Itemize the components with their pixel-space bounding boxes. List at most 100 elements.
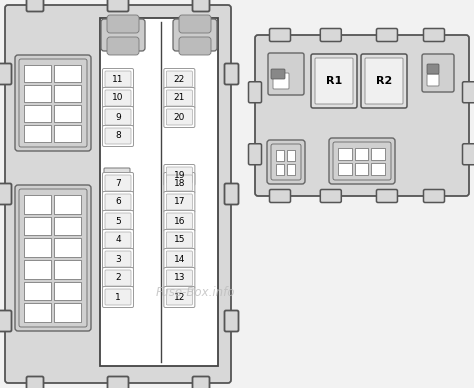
Text: 7: 7 xyxy=(115,178,121,187)
Text: 10: 10 xyxy=(112,94,124,102)
FancyBboxPatch shape xyxy=(105,232,131,248)
FancyBboxPatch shape xyxy=(102,192,134,213)
FancyBboxPatch shape xyxy=(164,106,195,128)
Text: 6: 6 xyxy=(115,197,121,206)
Bar xyxy=(338,148,352,160)
FancyBboxPatch shape xyxy=(105,128,131,144)
FancyBboxPatch shape xyxy=(271,69,285,79)
FancyBboxPatch shape xyxy=(19,59,87,147)
Bar xyxy=(24,85,51,102)
FancyBboxPatch shape xyxy=(104,168,130,185)
Text: 22: 22 xyxy=(174,74,185,83)
FancyBboxPatch shape xyxy=(108,376,128,388)
FancyBboxPatch shape xyxy=(271,144,301,180)
Text: 13: 13 xyxy=(173,274,185,282)
Bar xyxy=(24,105,51,122)
FancyBboxPatch shape xyxy=(102,229,134,251)
FancyBboxPatch shape xyxy=(164,88,195,109)
Bar xyxy=(338,163,352,175)
Bar xyxy=(24,65,51,82)
FancyBboxPatch shape xyxy=(463,144,474,165)
Bar xyxy=(24,195,51,214)
Bar xyxy=(24,260,51,279)
Text: R2: R2 xyxy=(376,76,392,86)
Bar xyxy=(355,163,368,175)
FancyBboxPatch shape xyxy=(102,106,134,128)
Bar xyxy=(54,85,81,102)
Bar xyxy=(371,163,385,175)
FancyBboxPatch shape xyxy=(320,28,341,42)
Text: 2: 2 xyxy=(115,274,121,282)
FancyBboxPatch shape xyxy=(105,289,131,305)
FancyBboxPatch shape xyxy=(225,184,238,204)
FancyBboxPatch shape xyxy=(0,310,11,331)
FancyBboxPatch shape xyxy=(0,184,11,204)
FancyBboxPatch shape xyxy=(166,109,192,125)
FancyBboxPatch shape xyxy=(166,232,192,248)
FancyBboxPatch shape xyxy=(427,64,439,74)
FancyBboxPatch shape xyxy=(108,0,128,12)
FancyBboxPatch shape xyxy=(164,248,195,270)
FancyBboxPatch shape xyxy=(315,58,353,104)
FancyBboxPatch shape xyxy=(105,90,131,106)
FancyBboxPatch shape xyxy=(268,53,304,95)
Text: 11: 11 xyxy=(112,74,124,83)
FancyBboxPatch shape xyxy=(225,310,238,331)
Text: 5: 5 xyxy=(115,217,121,225)
FancyBboxPatch shape xyxy=(423,28,445,42)
FancyBboxPatch shape xyxy=(101,19,145,51)
FancyBboxPatch shape xyxy=(15,55,91,151)
FancyBboxPatch shape xyxy=(192,0,210,12)
FancyBboxPatch shape xyxy=(164,165,195,185)
Text: 17: 17 xyxy=(173,197,185,206)
FancyBboxPatch shape xyxy=(19,189,87,327)
FancyBboxPatch shape xyxy=(164,192,195,213)
FancyBboxPatch shape xyxy=(107,15,139,33)
FancyBboxPatch shape xyxy=(102,88,134,109)
FancyBboxPatch shape xyxy=(173,19,217,51)
Bar xyxy=(24,125,51,142)
FancyBboxPatch shape xyxy=(427,74,439,86)
FancyBboxPatch shape xyxy=(105,251,131,267)
FancyBboxPatch shape xyxy=(179,15,211,33)
FancyBboxPatch shape xyxy=(105,109,131,125)
FancyBboxPatch shape xyxy=(248,82,262,103)
FancyBboxPatch shape xyxy=(225,64,238,85)
FancyBboxPatch shape xyxy=(105,270,131,286)
FancyBboxPatch shape xyxy=(27,376,44,388)
Text: Fuse-Box.info: Fuse-Box.info xyxy=(155,286,235,300)
Text: R1: R1 xyxy=(326,76,342,86)
Bar xyxy=(287,164,295,175)
FancyBboxPatch shape xyxy=(15,185,91,331)
Bar xyxy=(54,125,81,142)
FancyBboxPatch shape xyxy=(361,54,407,108)
Text: 21: 21 xyxy=(173,94,185,102)
FancyBboxPatch shape xyxy=(270,28,291,42)
Text: 19: 19 xyxy=(173,170,185,180)
Text: 4: 4 xyxy=(115,236,121,244)
FancyBboxPatch shape xyxy=(166,194,192,210)
Bar xyxy=(54,195,81,214)
Bar xyxy=(54,105,81,122)
FancyBboxPatch shape xyxy=(166,175,192,191)
FancyBboxPatch shape xyxy=(166,289,192,305)
Bar xyxy=(100,18,218,366)
FancyBboxPatch shape xyxy=(164,229,195,251)
FancyBboxPatch shape xyxy=(270,189,291,203)
FancyBboxPatch shape xyxy=(192,376,210,388)
Text: 15: 15 xyxy=(173,236,185,244)
FancyBboxPatch shape xyxy=(102,248,134,270)
FancyBboxPatch shape xyxy=(164,267,195,289)
Bar xyxy=(24,217,51,236)
FancyBboxPatch shape xyxy=(463,82,474,103)
FancyBboxPatch shape xyxy=(102,286,134,308)
FancyBboxPatch shape xyxy=(166,213,192,229)
Bar xyxy=(276,150,284,161)
FancyBboxPatch shape xyxy=(105,213,131,229)
FancyBboxPatch shape xyxy=(166,90,192,106)
Bar xyxy=(24,282,51,300)
Text: 20: 20 xyxy=(173,113,185,121)
FancyBboxPatch shape xyxy=(166,251,192,267)
FancyBboxPatch shape xyxy=(273,73,289,89)
FancyBboxPatch shape xyxy=(255,35,469,196)
